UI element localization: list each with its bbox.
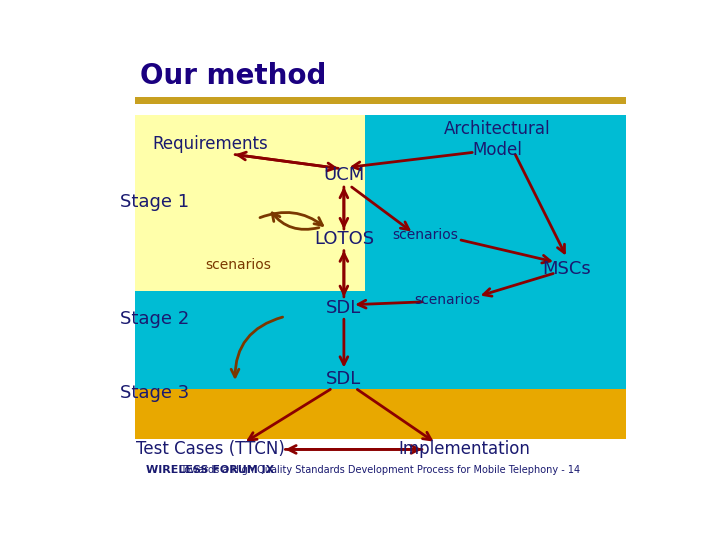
Bar (135, 389, 626, 439)
Text: UCM: UCM (323, 166, 364, 184)
Text: Architectural
Model: Architectural Model (444, 120, 551, 159)
Text: Test Cases (TTCN): Test Cases (TTCN) (135, 441, 284, 458)
Text: LOTOS: LOTOS (314, 231, 374, 248)
Text: scenarios: scenarios (414, 293, 480, 307)
Bar (135, 97, 626, 104)
Bar (366, 114, 626, 439)
Text: scenarios: scenarios (205, 258, 271, 272)
Text: Our method: Our method (140, 62, 327, 90)
Text: WIRELESS FORUM IX: WIRELESS FORUM IX (145, 465, 274, 475)
Text: MSCs: MSCs (543, 260, 591, 278)
Text: SDL: SDL (326, 299, 361, 317)
Text: scenarios: scenarios (392, 228, 458, 242)
Text: SDL: SDL (326, 370, 361, 388)
Text: Stage 3: Stage 3 (120, 384, 189, 402)
Text: Towards a High Quality Standards Development Process for Mobile Telephony - 14: Towards a High Quality Standards Develop… (180, 465, 580, 475)
Text: Stage 2: Stage 2 (120, 310, 189, 328)
Bar (135, 114, 366, 292)
Text: Requirements: Requirements (152, 135, 268, 153)
Text: Stage 1: Stage 1 (120, 193, 189, 211)
Text: Implementation: Implementation (398, 441, 530, 458)
Bar (135, 292, 366, 389)
